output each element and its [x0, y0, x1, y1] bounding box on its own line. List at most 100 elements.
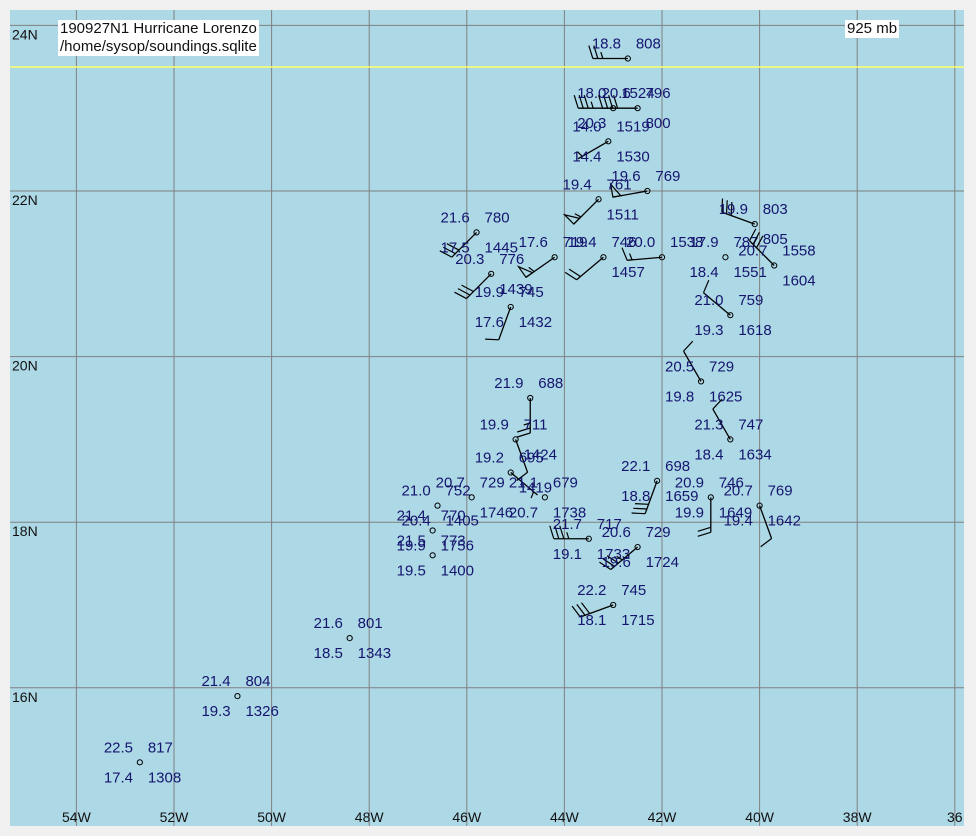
station-marker: [624, 55, 631, 62]
pressure-label: 1625: [709, 388, 742, 405]
height-label: 729: [709, 358, 734, 375]
wind-barb-full: [559, 525, 565, 539]
pressure-label: 1649: [719, 504, 752, 521]
temperature-label: 21.3: [694, 416, 723, 433]
station-plot: 17.9 18.4 787 1551: [689, 234, 766, 281]
pressure-level: 925 mb: [845, 20, 900, 38]
height-label: 746: [611, 234, 636, 251]
temperature-label: 19.9: [475, 284, 504, 301]
wind-barb-full: [631, 512, 646, 515]
station-marker: [527, 394, 534, 402]
dewpoint-label: 18.4: [694, 446, 723, 463]
dewpoint-label: 14.4: [572, 148, 601, 165]
height-label: 747: [738, 416, 763, 433]
pressure-label: 1738: [553, 504, 586, 521]
wind-barb-full: [568, 268, 581, 278]
wind-barb-half: [574, 213, 582, 218]
lat-lon-grid: [10, 10, 964, 826]
dewpoint-label: 18.8: [621, 488, 650, 505]
station-plot: 22.2 18.1 745 1715: [571, 582, 655, 629]
wind-barb-staff: [577, 140, 609, 160]
wind-barb-staff: [465, 273, 492, 300]
height-label: 769: [655, 168, 680, 185]
wind-barb-full: [730, 201, 733, 216]
lon-label: 46W: [452, 809, 482, 825]
wind-barb-full: [593, 45, 599, 59]
station-marker: [507, 469, 514, 476]
wind-barb-staff: [749, 240, 775, 266]
station-marker: [697, 378, 705, 385]
wind-barb-half: [523, 422, 531, 426]
station-plot: 18.8 808: [588, 36, 661, 62]
station-marker: [605, 138, 612, 145]
height-label: 746: [719, 474, 744, 491]
dewpoint-label: 17.5: [441, 239, 470, 256]
height-label: 776: [499, 251, 524, 268]
station-plot: 20.5 19.8 729 1625: [665, 340, 742, 405]
wind-barb-full: [554, 525, 560, 539]
station-marker: [634, 105, 641, 112]
temperature-label: 21.6: [314, 615, 343, 632]
height-label: 817: [148, 739, 173, 756]
pressure-label: 1439: [499, 281, 532, 298]
wind-barb-half: [530, 491, 535, 499]
wind-barb-full: [446, 243, 460, 251]
station-marker: [512, 436, 519, 443]
pressure-label: 1733: [597, 546, 630, 563]
dewpoint-label: 19.9: [397, 537, 426, 554]
height-label: 801: [358, 615, 383, 632]
lat-label: 18N: [12, 523, 38, 539]
pressure-label: 805: [763, 231, 788, 248]
wind-barb-half: [528, 266, 535, 273]
dewpoint-label: 19.6: [602, 554, 631, 571]
ocean-area: [10, 10, 964, 826]
dewpoint-label: 18.5: [314, 645, 343, 662]
wind-barb-full: [606, 555, 619, 564]
temperature-label: 19.2: [475, 450, 504, 467]
station-marker: [136, 759, 143, 766]
height-label: 1519: [616, 118, 649, 135]
wind-barb-full: [725, 200, 728, 214]
station-marker: [429, 552, 436, 559]
lon-label: 36: [947, 809, 963, 825]
wind-barb-full: [454, 291, 467, 300]
dewpoint-label: 19.5: [397, 562, 426, 579]
pressure-label: 1432: [519, 314, 552, 331]
wind-barb-half: [566, 532, 570, 539]
wind-barb-full: [598, 95, 604, 109]
station-marker: [600, 254, 607, 261]
station-plot: 21.4 19.3 804 1326: [201, 673, 278, 720]
temperature-label: 14.0: [572, 118, 601, 135]
temperature-label: 20.6: [602, 85, 631, 102]
wind-barb-full: [748, 228, 757, 242]
wind-barb-staff: [580, 604, 614, 618]
height-label: 679: [553, 474, 578, 491]
station-marker: [751, 221, 758, 228]
temperature-label: 20.9: [675, 474, 704, 491]
height-label: 729: [646, 524, 671, 541]
temperature-label: 21.4: [397, 507, 426, 524]
dewpoint-label: 20.4: [402, 513, 431, 530]
temperature-label: 21.5: [397, 532, 426, 549]
wind-barb-full: [443, 246, 456, 255]
wind-barb-staff: [610, 546, 639, 571]
station-marker: [654, 477, 661, 484]
wind-barb-pennant: [562, 213, 581, 225]
height-label: 780: [485, 209, 510, 226]
height-label: 769: [768, 483, 793, 500]
map-title-line1: 190927N1 Hurricane Lorenzo: [58, 20, 259, 38]
lat-label: 16N: [12, 689, 38, 705]
station-plot: 19.9 711 1424: [480, 416, 557, 481]
height-label: 787: [733, 234, 758, 251]
temperature-label: 21.6: [441, 209, 470, 226]
temperature-label: 19.4: [567, 234, 596, 251]
temperature-label: 20.7: [724, 483, 753, 500]
temperature-label: 19.9: [480, 416, 509, 433]
station-plot: 21.9 688: [494, 375, 563, 438]
temperature-label: 20.6: [602, 524, 631, 541]
wind-barb-staff: [451, 231, 478, 258]
station-plot: 20.7 1558 1604: [738, 228, 816, 290]
temperature-label: 21.7: [553, 516, 582, 533]
lon-label: 52W: [160, 809, 190, 825]
temperature-label: 22.5: [104, 739, 133, 756]
